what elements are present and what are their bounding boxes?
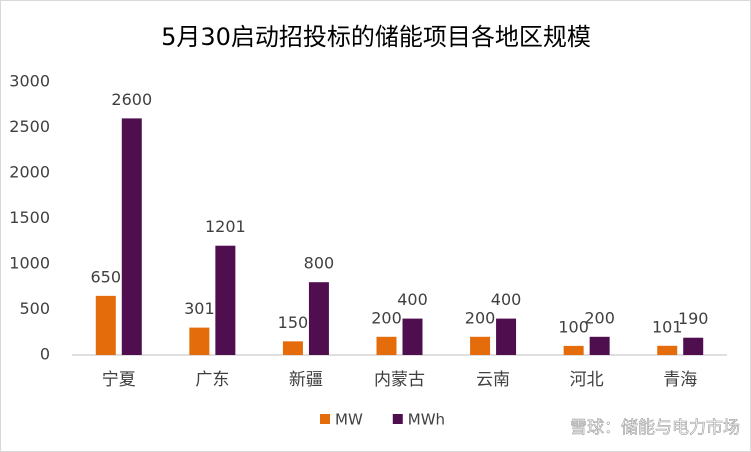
bar	[308, 282, 329, 355]
bar	[496, 318, 517, 355]
bar	[95, 295, 116, 355]
data-label: 650	[91, 267, 122, 286]
bar	[121, 118, 142, 356]
data-label: 200	[584, 308, 615, 327]
x-tick-label: 宁夏	[102, 370, 136, 390]
bar	[563, 345, 584, 355]
chart-title: 5月30启动招投标的储能项目各地区规模	[161, 23, 591, 51]
y-tick-label: 0	[40, 345, 50, 364]
y-tick-label: 1500	[9, 208, 50, 227]
data-label: 100	[558, 317, 589, 336]
y-tick-label: 2000	[9, 163, 50, 182]
y-tick-label: 500	[19, 299, 50, 318]
x-tick-label: 河北	[570, 370, 604, 390]
data-label: 2600	[111, 90, 152, 109]
x-tick-label: 云南	[476, 370, 510, 390]
legend-swatch	[320, 414, 330, 424]
bar	[589, 336, 610, 355]
y-tick-label: 3000	[9, 72, 50, 91]
bar	[657, 345, 678, 355]
legend-label: MW	[335, 411, 363, 429]
bar	[282, 341, 303, 355]
x-tick-label: 广东	[195, 370, 229, 390]
bar	[402, 318, 423, 355]
x-tick-label: 内蒙古	[374, 370, 425, 390]
x-tick-label: 新疆	[289, 370, 323, 390]
x-tick-label: 青海	[663, 370, 697, 390]
data-label: 800	[304, 254, 335, 273]
data-label: 200	[465, 308, 496, 327]
data-label: 1201	[205, 217, 246, 236]
data-label: 400	[491, 290, 522, 309]
bar	[189, 327, 210, 355]
watermark: 雪球：储能与电力市场	[570, 418, 740, 438]
bar	[215, 245, 236, 355]
y-tick-label: 2500	[9, 117, 50, 136]
y-tick-label: 1000	[9, 254, 50, 273]
data-label: 400	[397, 290, 428, 309]
legend-label: MWh	[408, 411, 445, 429]
bar	[376, 336, 397, 355]
data-label: 150	[278, 313, 309, 332]
data-label: 301	[184, 299, 215, 318]
bar	[470, 336, 491, 355]
data-label: 190	[678, 309, 709, 328]
legend-swatch	[392, 414, 403, 424]
data-label: 200	[371, 308, 402, 327]
bar	[683, 337, 704, 355]
data-label: 101	[652, 317, 683, 336]
